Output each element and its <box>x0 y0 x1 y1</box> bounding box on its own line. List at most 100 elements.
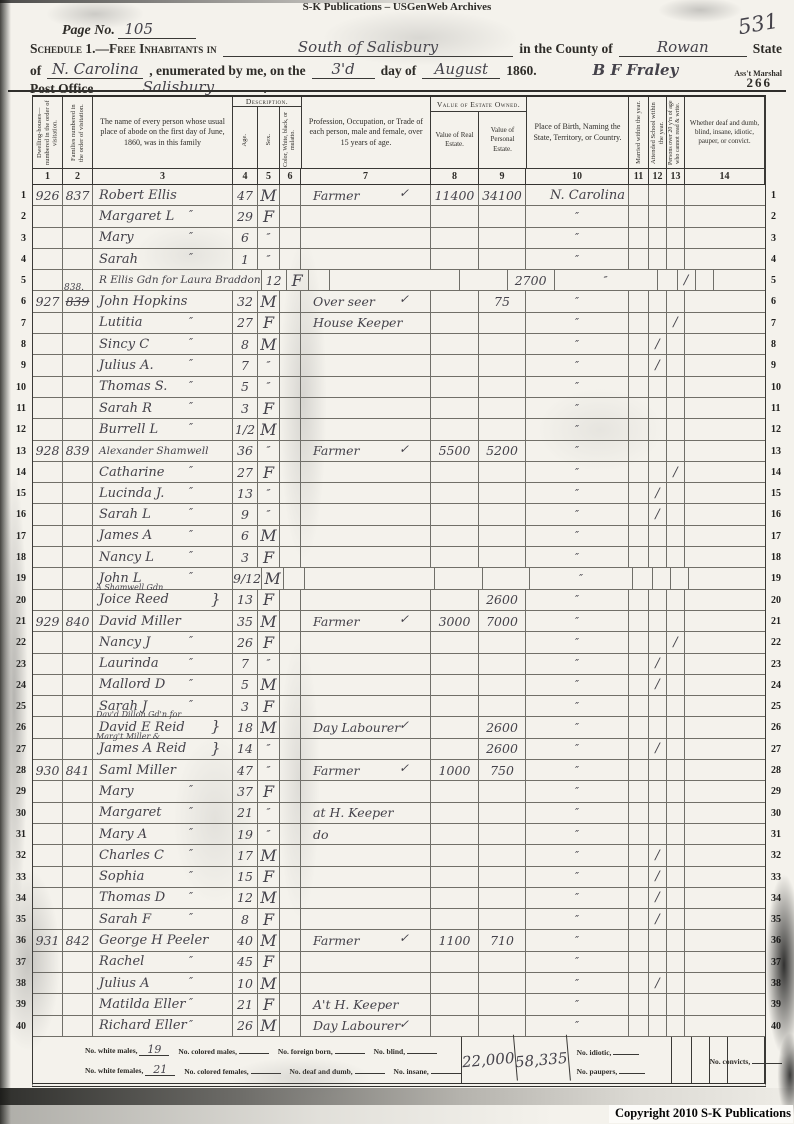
line-number-left: 37 <box>16 956 26 968</box>
remarks-cell <box>685 739 765 761</box>
occupation-cell <box>301 525 431 548</box>
cannot-read-cell: / <box>667 632 685 654</box>
ditto-mark: ″ <box>189 804 194 818</box>
name-cell: Mary ″ <box>93 227 233 249</box>
person-name: Nancy J <box>99 634 151 650</box>
real-estate-cell <box>431 802 479 824</box>
line-number-right: 25 <box>771 701 781 713</box>
person-name: Joice Reed <box>99 592 169 608</box>
remarks-cell <box>685 930 765 952</box>
real-estate-cell: 5500 <box>431 440 479 462</box>
sex-cell: F <box>258 461 280 484</box>
married-cell <box>633 568 654 590</box>
personal-estate-cell <box>483 568 531 590</box>
sex-cell: M <box>258 610 280 633</box>
remarks-cell <box>685 185 765 207</box>
county-handwritten: Rowan <box>618 38 747 57</box>
remarks-cell <box>685 760 765 782</box>
color-cell <box>280 1015 301 1037</box>
line-number-right: 7 <box>771 317 776 329</box>
family-number-cell <box>63 525 93 548</box>
cannot-read-cell <box>667 227 685 249</box>
cannot-read-cell <box>667 248 685 271</box>
family-number-cell <box>63 951 93 973</box>
column-caption-married: Married within the year. <box>629 97 649 168</box>
line-number-right: 39 <box>771 999 781 1011</box>
family-number-cell <box>63 823 93 846</box>
cannot-read-cell <box>667 781 685 803</box>
cannot-read-cell <box>667 206 685 228</box>
name-cell: Mallord D ″ <box>93 674 233 697</box>
line-number-right: 30 <box>771 807 781 819</box>
family-number-cell: 838. 839 <box>63 283 93 313</box>
school-cell <box>649 717 667 739</box>
family-number-cell <box>63 355 93 377</box>
person-name: Saml Miller <box>99 762 176 778</box>
occupation-cell <box>301 738 431 761</box>
color-cell <box>280 397 301 420</box>
column-caption-sex: Sex. <box>258 107 280 173</box>
schedule-line-1: Schedule 1.—Free Inhabitants in South of… <box>30 38 782 57</box>
sex-cell: M <box>258 717 280 739</box>
name-cell: Catharine ″ <box>93 461 233 484</box>
real-estate-cell <box>431 227 479 249</box>
real-estate-cell <box>431 248 479 271</box>
sex-cell: M <box>258 525 280 548</box>
dwelling-number-cell <box>33 270 63 292</box>
occupation-cell: do <box>301 823 431 846</box>
table-row: 10 Thomas S. ″ 5 ″ ″ 10 <box>8 376 786 398</box>
county-text: in the County of <box>519 41 613 56</box>
line-number-right: 24 <box>771 679 781 691</box>
school-cell <box>649 227 667 249</box>
ditto-mark: ″ <box>189 485 194 499</box>
sex-cell: F <box>286 270 309 292</box>
family-number-cell <box>63 312 93 335</box>
real-estate-cell <box>459 270 508 292</box>
school-cell <box>649 632 667 654</box>
age-cell: 9 <box>233 504 258 526</box>
remarks-cell <box>689 568 765 590</box>
dwelling-number-cell <box>33 674 63 697</box>
table-row: 6 927 838. 839 John Hopkins 32 M Over see… <box>8 283 786 313</box>
remarks-cell <box>685 717 765 739</box>
recap-counts: No. white males, 19 No. colored males, N… <box>33 1036 462 1083</box>
line-number-right: 22 <box>771 637 781 649</box>
remarks-cell <box>685 696 765 718</box>
age-cell: 3 <box>233 547 258 569</box>
married-cell <box>629 589 649 611</box>
color-cell <box>280 248 301 271</box>
table-row: 37 Rachel ″ 45 F ″ 37 <box>8 951 786 973</box>
real-estate-cell <box>431 696 479 718</box>
name-cell: Margaret L ″ <box>93 206 233 228</box>
dwelling-number-cell <box>33 312 63 335</box>
person-name: Catharine <box>99 464 165 480</box>
occupation-cell: A't H. Keeper <box>301 994 431 1016</box>
table-row: 3 Mary ″ 6 ″ ″ 3 <box>8 227 786 249</box>
remarks-cell <box>685 504 765 526</box>
school-cell: / <box>649 355 667 377</box>
ditto-mark: ″ <box>189 847 194 861</box>
name-cell: Mary A ″ <box>93 823 233 846</box>
married-cell <box>629 738 649 761</box>
cannot-read-cell <box>667 887 685 910</box>
school-cell: / <box>649 972 667 995</box>
name-cell: Sarah L ″ <box>93 504 233 526</box>
line-number-left: 29 <box>16 786 26 798</box>
school-cell <box>649 994 667 1016</box>
married-cell <box>629 930 649 952</box>
remarks-cell <box>685 611 765 633</box>
name-cell: Lutitia ″ <box>93 312 233 335</box>
school-cell <box>649 206 667 228</box>
age-cell: 6 <box>233 525 258 548</box>
guardian-note: Dav'd Dillon Gd'n for <box>96 710 182 720</box>
occupation-cell <box>301 674 431 697</box>
column-number: 2 <box>63 169 93 184</box>
table-row: 20 A Shamwell Gdn Joice Reed } 13 F 2600… <box>8 583 786 611</box>
cannot-read-cell <box>667 653 685 675</box>
dwelling-number-cell: 929 <box>33 610 63 633</box>
personal-estate-cell <box>479 248 526 271</box>
color-cell <box>280 376 301 398</box>
color-cell <box>280 972 301 995</box>
color-cell <box>280 930 301 952</box>
occupation-text: A't H. Keeper <box>313 996 399 1012</box>
